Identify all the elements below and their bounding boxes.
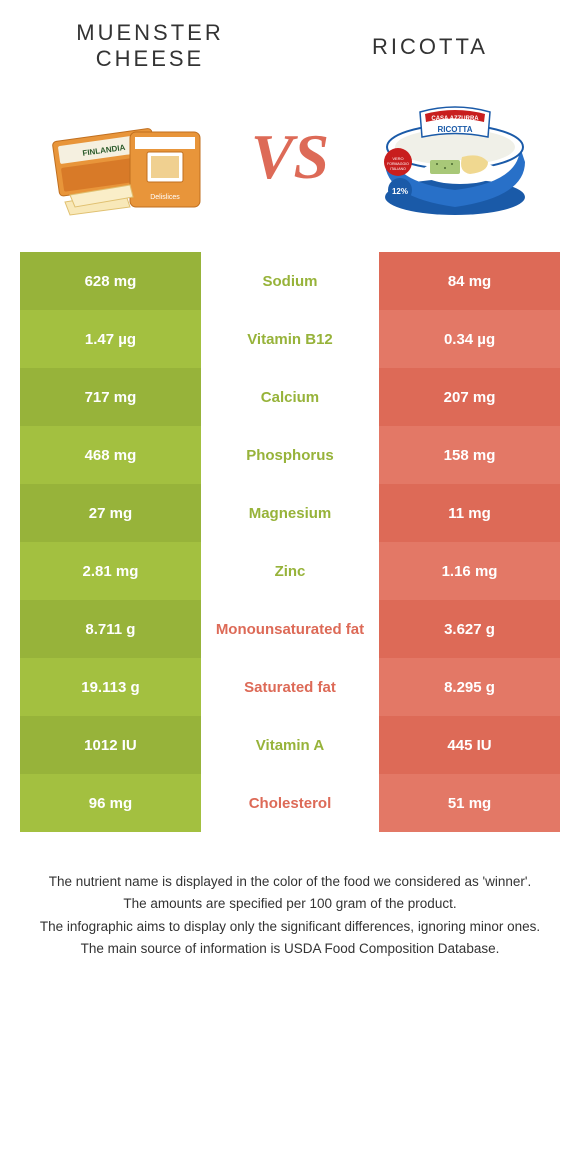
svg-text:12%: 12%	[392, 187, 408, 196]
footer-line: The main source of information is USDA F…	[30, 939, 550, 959]
nutrient-name: Cholesterol	[201, 774, 379, 832]
footer-line: The infographic aims to display only the…	[30, 917, 550, 937]
left-value: 27 mg	[20, 484, 201, 542]
left-value: 96 mg	[20, 774, 201, 832]
nutrient-row: 717 mgCalcium207 mg	[20, 368, 560, 426]
right-value: 51 mg	[379, 774, 560, 832]
nutrient-row: 19.113 gSaturated fat8.295 g	[20, 658, 560, 716]
right-value: 8.295 g	[379, 658, 560, 716]
right-value: 84 mg	[379, 252, 560, 310]
footer-line: The nutrient name is displayed in the co…	[30, 872, 550, 892]
right-product-title: RICOTTA	[320, 20, 540, 60]
nutrient-row: 2.81 mgZinc1.16 mg	[20, 542, 560, 600]
nutrient-name: Vitamin A	[201, 716, 379, 774]
left-value: 1.47 µg	[20, 310, 201, 368]
left-product-image: FINLANDIA Delislices	[30, 92, 220, 222]
svg-text:ITALIANO: ITALIANO	[390, 167, 406, 171]
product-images-row: FINLANDIA Delislices VS	[20, 92, 560, 222]
right-product-image: CASA AZZURRA RICOTTA VERO FORMAGGIO ITAL…	[360, 92, 550, 222]
nutrient-row: 628 mgSodium84 mg	[20, 252, 560, 310]
nutrient-row: 468 mgPhosphorus158 mg	[20, 426, 560, 484]
nutrient-name: Sodium	[201, 252, 379, 310]
nutrient-row: 1012 IUVitamin A445 IU	[20, 716, 560, 774]
nutrient-row: 27 mgMagnesium11 mg	[20, 484, 560, 542]
nutrient-name: Magnesium	[201, 484, 379, 542]
svg-text:RICOTTA: RICOTTA	[438, 125, 473, 134]
left-value: 2.81 mg	[20, 542, 201, 600]
svg-text:CASA AZZURRA: CASA AZZURRA	[431, 116, 479, 122]
right-value: 445 IU	[379, 716, 560, 774]
right-value: 207 mg	[379, 368, 560, 426]
left-value: 468 mg	[20, 426, 201, 484]
right-value: 1.16 mg	[379, 542, 560, 600]
svg-text:FORMAGGIO: FORMAGGIO	[387, 162, 409, 166]
vs-label: VS	[251, 120, 329, 194]
svg-text:Delislices: Delislices	[150, 194, 180, 201]
right-value: 3.627 g	[379, 600, 560, 658]
left-product-title: MUENSTER CHEESE	[40, 20, 260, 72]
nutrient-name: Zinc	[201, 542, 379, 600]
left-value: 717 mg	[20, 368, 201, 426]
nutrient-table: 628 mgSodium84 mg1.47 µgVitamin B120.34 …	[20, 252, 560, 832]
nutrient-row: 96 mgCholesterol51 mg	[20, 774, 560, 832]
nutrient-name: Calcium	[201, 368, 379, 426]
right-value: 0.34 µg	[379, 310, 560, 368]
footer-line: The amounts are specified per 100 gram o…	[30, 894, 550, 914]
nutrient-row: 1.47 µgVitamin B120.34 µg	[20, 310, 560, 368]
header: MUENSTER CHEESE RICOTTA	[20, 20, 560, 72]
nutrient-name: Monounsaturated fat	[201, 600, 379, 658]
left-value: 628 mg	[20, 252, 201, 310]
footer-notes: The nutrient name is displayed in the co…	[20, 872, 560, 959]
nutrient-row: 8.711 gMonounsaturated fat3.627 g	[20, 600, 560, 658]
right-value: 158 mg	[379, 426, 560, 484]
svg-text:VERO: VERO	[392, 156, 403, 161]
nutrient-name: Saturated fat	[201, 658, 379, 716]
nutrient-name: Phosphorus	[201, 426, 379, 484]
right-value: 11 mg	[379, 484, 560, 542]
left-value: 1012 IU	[20, 716, 201, 774]
left-value: 8.711 g	[20, 600, 201, 658]
nutrient-name: Vitamin B12	[201, 310, 379, 368]
left-value: 19.113 g	[20, 658, 201, 716]
